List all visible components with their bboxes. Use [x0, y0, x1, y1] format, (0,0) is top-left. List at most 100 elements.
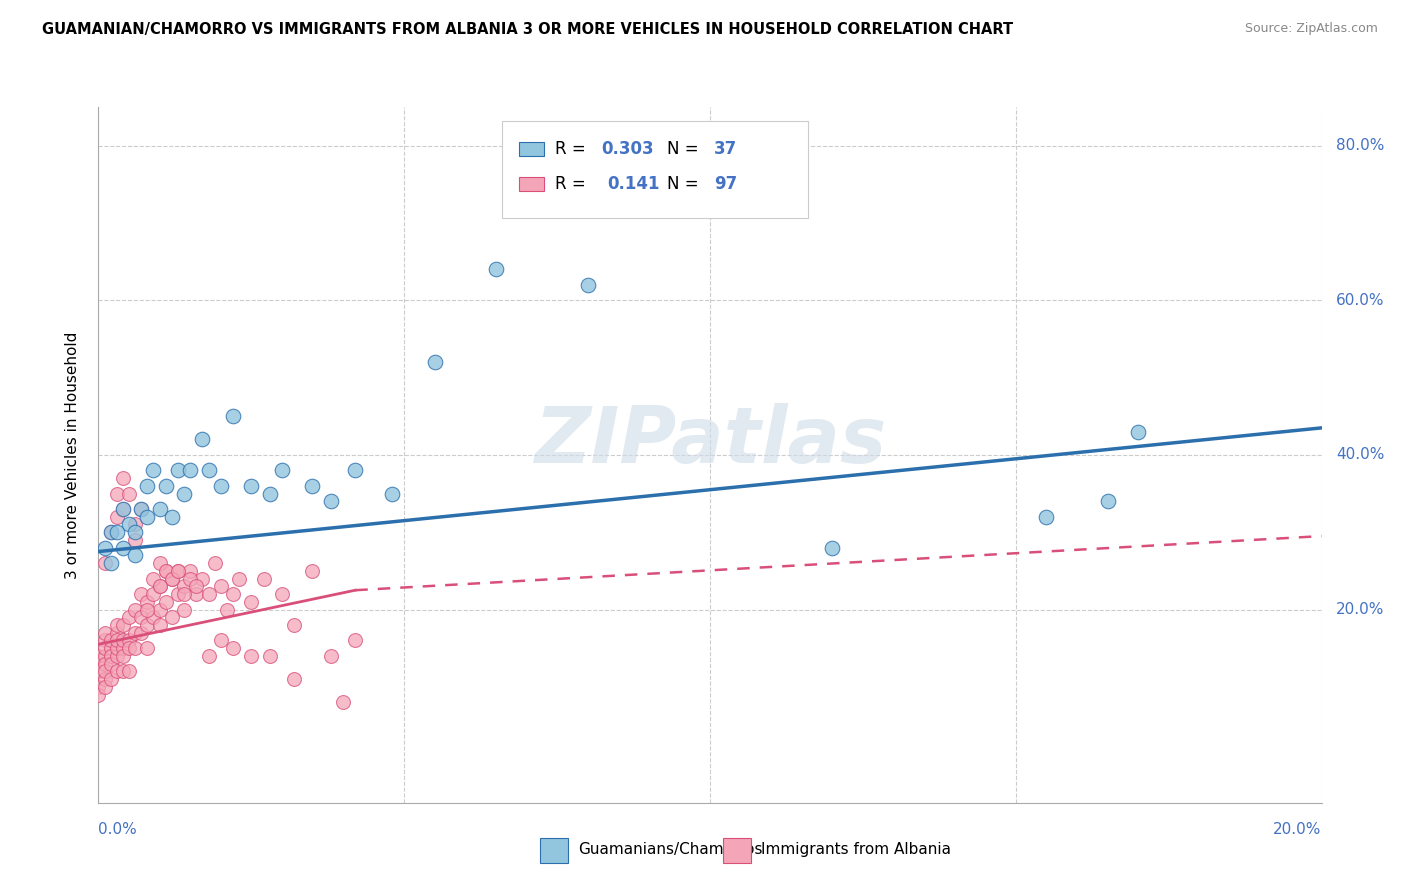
Point [173, 579, 195, 593]
Point [105, 509, 128, 524]
Point [142, 587, 165, 601]
Text: GUAMANIAN/CHAMORRO VS IMMIGRANTS FROM ALBANIA 3 OR MORE VEHICLES IN HOUSEHOLD CO: GUAMANIAN/CHAMORRO VS IMMIGRANTS FROM AL… [42, 22, 1014, 37]
Point [186, 579, 208, 593]
Point [149, 618, 172, 632]
Text: 20.0%: 20.0% [1274, 822, 1322, 837]
Point [252, 572, 274, 586]
Point [87, 688, 110, 702]
Point [129, 502, 152, 516]
Point [93, 633, 115, 648]
Point [197, 587, 219, 601]
Point [179, 463, 201, 477]
Text: N =: N = [668, 140, 704, 158]
Point [179, 572, 201, 586]
Point [155, 595, 177, 609]
Point [204, 556, 226, 570]
Point [124, 549, 146, 563]
Text: 0.303: 0.303 [602, 140, 654, 158]
Point [160, 509, 183, 524]
Point [93, 541, 115, 555]
Point [167, 587, 190, 601]
Text: R =: R = [555, 140, 591, 158]
Text: 40.0%: 40.0% [1336, 448, 1385, 462]
Point [191, 572, 214, 586]
Point [173, 602, 195, 616]
Point [142, 572, 165, 586]
Text: 0.141: 0.141 [607, 175, 659, 193]
Point [259, 648, 281, 663]
Point [100, 657, 122, 671]
Point [1097, 494, 1119, 508]
Text: Source: ZipAtlas.com: Source: ZipAtlas.com [1244, 22, 1378, 36]
Point [93, 665, 115, 679]
Point [105, 633, 128, 648]
Text: Immigrants from Albania: Immigrants from Albania [761, 842, 950, 856]
Point [160, 572, 183, 586]
FancyBboxPatch shape [519, 177, 544, 191]
Point [344, 633, 367, 648]
Point [240, 648, 263, 663]
Point [124, 625, 146, 640]
Point [319, 648, 342, 663]
FancyBboxPatch shape [519, 142, 544, 156]
Text: ZIPatlas: ZIPatlas [534, 403, 886, 479]
Point [240, 595, 263, 609]
Point [136, 641, 159, 656]
Point [259, 486, 281, 500]
Point [118, 633, 141, 648]
Point [136, 618, 159, 632]
Point [118, 665, 141, 679]
Point [93, 657, 115, 671]
Point [118, 641, 141, 656]
Point [149, 579, 172, 593]
Point [111, 641, 134, 656]
Point [215, 602, 238, 616]
Point [111, 502, 134, 516]
Point [222, 587, 245, 601]
Text: 37: 37 [714, 140, 737, 158]
Point [105, 486, 128, 500]
Point [485, 262, 508, 277]
Point [105, 618, 128, 632]
Point [118, 610, 141, 624]
Point [179, 564, 201, 578]
Point [186, 587, 208, 601]
Point [100, 633, 122, 648]
Text: 60.0%: 60.0% [1336, 293, 1385, 308]
Point [111, 541, 134, 555]
Point [191, 433, 214, 447]
Point [197, 463, 219, 477]
Point [167, 463, 190, 477]
Point [111, 633, 134, 648]
Point [105, 648, 128, 663]
Point [209, 579, 232, 593]
Point [111, 471, 134, 485]
Point [167, 564, 190, 578]
Point [1128, 425, 1150, 439]
Text: Guamanians/Chamorros: Guamanians/Chamorros [578, 842, 762, 856]
Point [228, 572, 250, 586]
Point [821, 541, 844, 555]
Point [93, 625, 115, 640]
Point [136, 595, 159, 609]
Point [240, 479, 263, 493]
FancyBboxPatch shape [502, 121, 808, 219]
Point [142, 610, 165, 624]
Text: 0.0%: 0.0% [98, 822, 138, 837]
Point [155, 564, 177, 578]
Point [283, 618, 305, 632]
Point [93, 556, 115, 570]
Point [129, 502, 152, 516]
Point [93, 672, 115, 686]
Point [100, 556, 122, 570]
Point [136, 479, 159, 493]
Point [155, 479, 177, 493]
Point [124, 533, 146, 547]
Point [209, 479, 232, 493]
Point [136, 509, 159, 524]
Point [344, 463, 367, 477]
Point [149, 556, 172, 570]
Point [197, 648, 219, 663]
Point [100, 648, 122, 663]
Point [100, 641, 122, 656]
